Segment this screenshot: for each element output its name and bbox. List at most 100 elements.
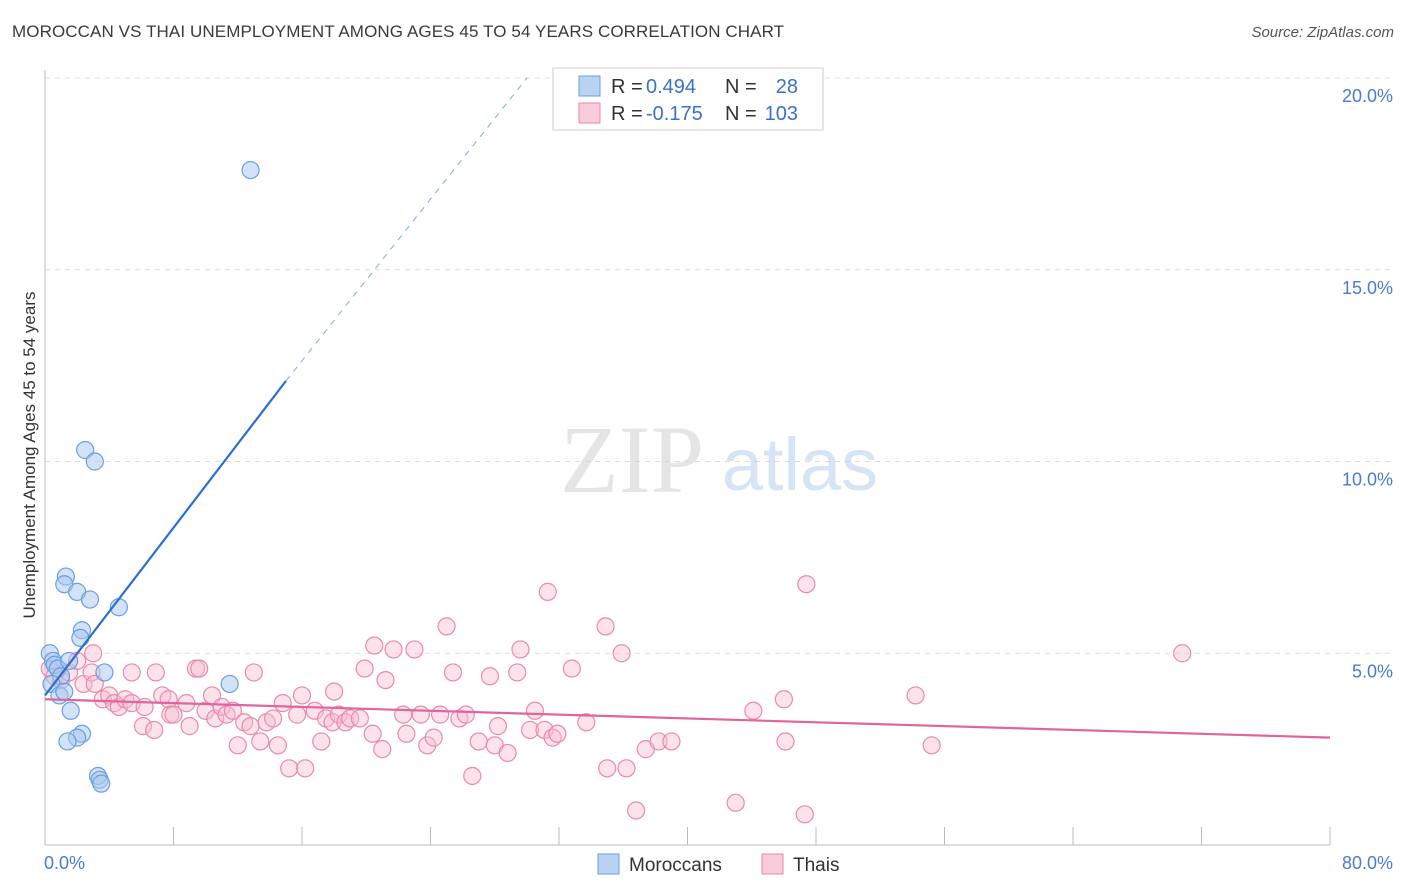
thai-point — [397, 724, 416, 743]
chart-title: MOROCCAN VS THAI UNEMPLOYMENT AMONG AGES… — [12, 22, 785, 41]
thai-point — [795, 805, 814, 824]
moroccan-point — [92, 774, 111, 793]
thai-point — [133, 717, 153, 736]
y-tick-label: 15.0% — [1342, 278, 1393, 298]
thai-point — [159, 690, 178, 709]
thai-point — [776, 732, 795, 751]
thai-point — [251, 732, 270, 751]
thai-point — [394, 705, 413, 724]
tick-labels: 5.0% 10.0% 15.0% 20.0% 0.0% 80.0% — [44, 86, 1393, 873]
moroccans-swatch — [578, 75, 601, 97]
thai-point — [456, 705, 475, 724]
x-tick-label: 80.0% — [1342, 853, 1393, 873]
watermark-zip: ZIP — [560, 406, 704, 513]
thai-point — [797, 575, 816, 594]
thai-point — [273, 694, 292, 713]
thai-point — [577, 713, 596, 732]
thai-point — [180, 717, 199, 736]
thai-point — [268, 736, 288, 755]
thai-point — [508, 663, 527, 682]
thai-point — [520, 720, 540, 740]
thai-point — [244, 663, 263, 682]
thai-point — [1173, 644, 1192, 663]
moroccans-series — [40, 160, 260, 793]
thai-point — [626, 801, 646, 820]
thai-point — [431, 705, 450, 724]
thai-point — [355, 659, 374, 678]
thai-point — [469, 732, 488, 751]
thai-point — [312, 732, 331, 751]
thais-legend-swatch — [761, 853, 784, 875]
thai-point — [488, 717, 508, 736]
thai-point — [649, 732, 668, 751]
thai-point — [146, 663, 165, 682]
thai-point — [228, 736, 247, 755]
legend-n-value: 103 — [765, 103, 798, 125]
thais-swatch — [578, 102, 601, 124]
legend-r-value: 0.494 — [646, 76, 696, 98]
thai-point — [548, 724, 567, 743]
moroccan-point — [241, 160, 260, 180]
thai-point — [288, 705, 307, 724]
thais-legend-label: Thais — [793, 855, 839, 876]
trend-lines — [44, 77, 1331, 739]
moroccan-point — [71, 628, 90, 648]
thai-point — [164, 705, 183, 724]
moroccan-point — [95, 663, 114, 682]
y-tick-label: 10.0% — [1342, 470, 1393, 490]
watermark: ZIP atlas — [560, 406, 878, 513]
watermark-atlas: atlas — [722, 423, 878, 506]
moroccan-point — [85, 452, 104, 471]
thai-point — [373, 740, 392, 759]
moroccan-point — [220, 674, 239, 694]
x-tick-label: 0.0% — [44, 853, 85, 873]
correlation-legend: R = 0.494 N = 28 R = -0.175 N = 103 — [552, 67, 824, 131]
thai-point — [145, 720, 164, 740]
thai-point — [350, 709, 369, 728]
legend-r-value: -0.175 — [646, 103, 703, 125]
thai-point — [598, 759, 617, 778]
thai-point — [562, 659, 581, 678]
thai-point — [280, 759, 299, 778]
legend-n-value: 28 — [776, 76, 798, 98]
thais-series — [40, 575, 1192, 824]
thai-point — [774, 690, 793, 709]
thai-point — [263, 709, 283, 728]
thai-point — [190, 659, 209, 678]
axes — [44, 70, 1331, 846]
legend-r-label: R = — [611, 76, 643, 98]
thai-point — [525, 701, 545, 720]
thai-point — [365, 636, 384, 655]
thai-point — [437, 617, 456, 636]
y-tick-label: 5.0% — [1352, 661, 1393, 681]
thai-point — [617, 759, 636, 778]
thai-point — [538, 582, 557, 601]
thai-point — [363, 724, 382, 743]
series-legend: Moroccans Thais — [597, 853, 839, 876]
thai-point — [463, 766, 482, 786]
moroccan-point — [61, 701, 80, 720]
thai-point — [922, 736, 941, 755]
thai-point — [325, 682, 344, 701]
thai-point — [596, 617, 615, 636]
moroccans-legend-swatch — [597, 853, 620, 875]
thai-point — [223, 701, 243, 720]
thai-point — [612, 644, 631, 663]
thai-point — [341, 709, 360, 728]
moroccan-point — [80, 590, 100, 609]
thai-point — [662, 732, 681, 751]
legend-n-label: N = — [725, 76, 757, 98]
thai-point — [384, 640, 403, 659]
thai-point — [241, 717, 260, 736]
thai-point — [726, 793, 745, 812]
thais-trend-line — [44, 698, 1331, 739]
legend-r-label: R = — [611, 103, 643, 125]
thai-point — [443, 663, 463, 682]
thai-point — [376, 670, 395, 690]
moroccan-point — [55, 682, 74, 701]
thai-point — [511, 640, 530, 659]
thai-point — [744, 701, 763, 720]
thai-point — [122, 663, 141, 682]
moroccans-trend-line — [44, 380, 287, 697]
